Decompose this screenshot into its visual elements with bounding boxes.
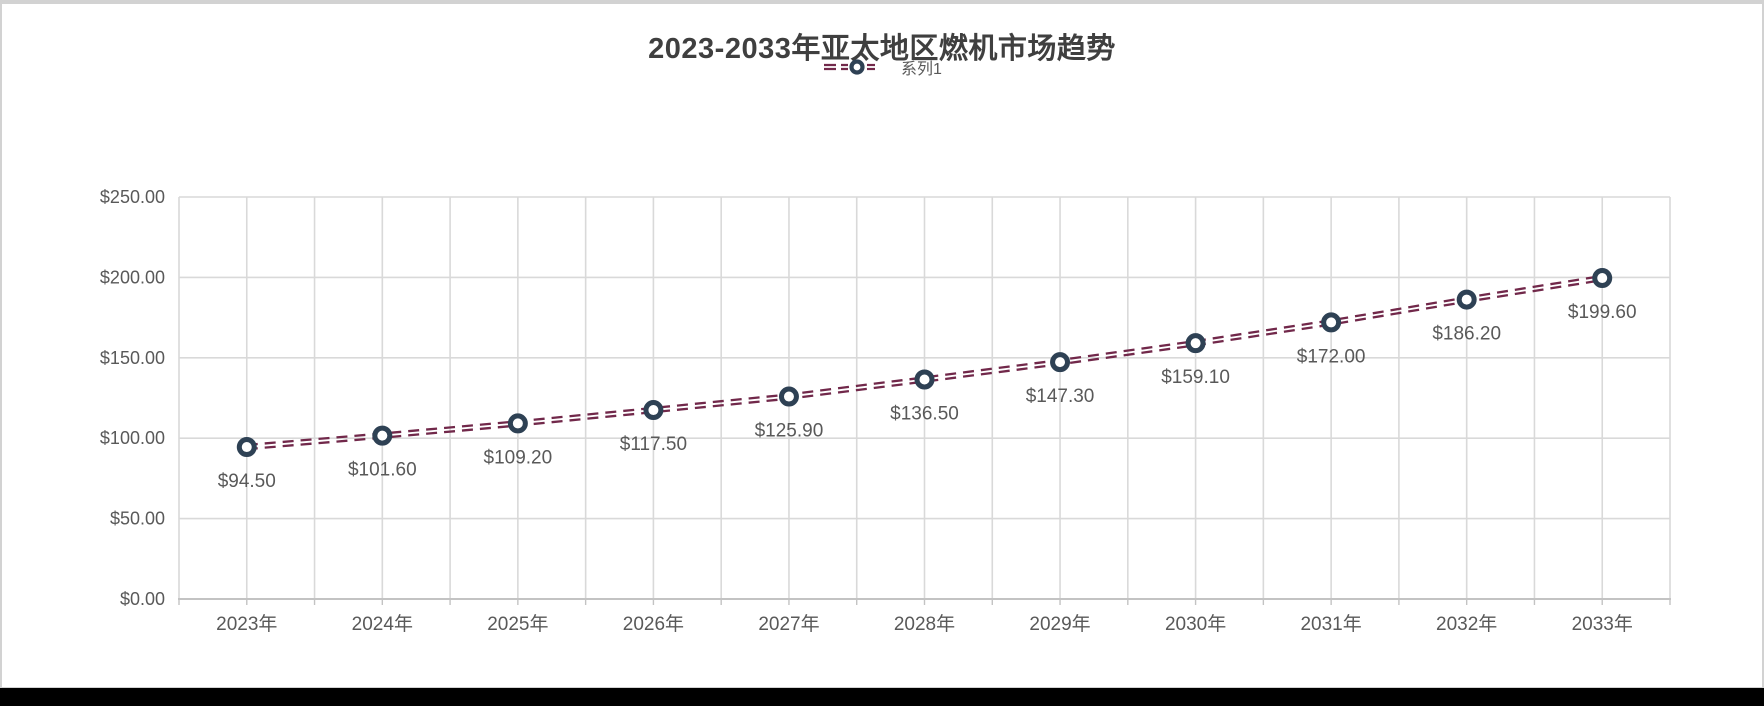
- data-point-marker: [236, 437, 257, 458]
- data-point-marker: [1185, 333, 1206, 354]
- data-point-label: $94.50: [218, 471, 276, 492]
- x-tick-label: 2031年: [1300, 613, 1361, 635]
- x-tick-label: 2029年: [1029, 613, 1090, 635]
- x-tick-label: 2024年: [352, 613, 413, 635]
- y-tick-label: $250.00: [100, 187, 165, 207]
- y-axis-labels: $0.00 $50.00 $100.00 $150.00 $200.00 $250.00: [100, 187, 165, 609]
- chart-title[interactable]: 2023-2033年亚太地区燃机市场趋势: [648, 33, 1116, 65]
- legend-line-marker-icon: [822, 59, 894, 75]
- data-point-marker: [372, 425, 393, 446]
- data-point-marker: [1592, 268, 1613, 289]
- y-tick-label: $150.00: [100, 348, 165, 368]
- x-tick-label: 2027年: [758, 613, 819, 635]
- chart-card: 2023-2033年亚太地区燃机市场趋势 系列1 $0.00 $50.00 $100…: [0, 0, 1764, 688]
- plot-area[interactable]: $0.00 $50.00 $100.00 $150.00 $200.00 $250.00 2…: [2, 4, 1764, 692]
- data-point-marker: [778, 386, 799, 407]
- data-point-label: $101.60: [348, 460, 417, 481]
- data-point-marker: [1321, 312, 1342, 333]
- data-point-marker: [507, 413, 528, 434]
- x-tick-label: 2030年: [1165, 613, 1226, 635]
- data-point-marker: [1050, 352, 1071, 373]
- legend-series-label: 系列1: [901, 61, 942, 78]
- data-point-marker: [643, 400, 664, 421]
- x-axis-labels: 2023年 2024年 2025年 2026年 2027年 2028年 2029年 2030年…: [216, 613, 1633, 635]
- y-tick-label: $0.00: [120, 589, 165, 609]
- data-point-label: $199.60: [1568, 302, 1637, 323]
- data-point-label: $136.50: [890, 404, 959, 425]
- x-tick-label: 2025年: [487, 613, 548, 635]
- x-tick-label: 2026年: [623, 613, 684, 635]
- data-point-label: $172.00: [1297, 346, 1366, 367]
- y-tick-label: $100.00: [100, 428, 165, 448]
- x-tick-label: 2028年: [894, 613, 955, 635]
- data-point-marker: [914, 369, 935, 390]
- taskbar-strip: [0, 688, 1764, 706]
- x-tick-label: 2032年: [1436, 613, 1497, 635]
- y-tick-label: $200.00: [100, 267, 165, 287]
- series-line[interactable]: [246, 274, 1603, 451]
- data-point-label: $147.30: [1026, 386, 1095, 407]
- x-tick-label: 2033年: [1572, 613, 1633, 635]
- y-tick-label: $50.00: [110, 509, 165, 529]
- data-point-marker: [1456, 289, 1477, 310]
- data-point-label: $109.20: [484, 447, 553, 468]
- gridlines: [178, 196, 1671, 605]
- series-markers[interactable]: [236, 268, 1613, 458]
- data-point-label: $159.10: [1161, 367, 1230, 388]
- data-point-label: $186.20: [1432, 324, 1501, 345]
- data-labels: $94.50 $101.60 $109.20 $117.50 $125.90 $136.5…: [218, 302, 1637, 492]
- x-tick-label: 2023年: [216, 613, 277, 635]
- chart-legend[interactable]: 系列1: [2, 56, 1762, 78]
- data-point-label: $117.50: [620, 434, 687, 455]
- data-point-label: $125.90: [755, 421, 824, 442]
